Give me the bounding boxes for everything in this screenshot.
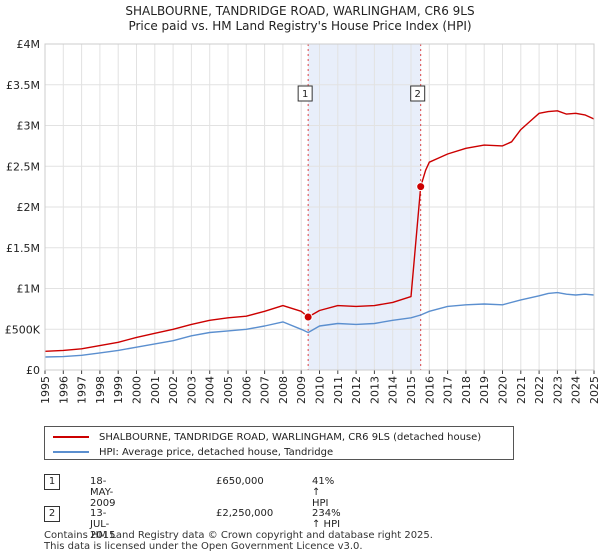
transaction-points xyxy=(303,182,426,322)
legend-item-property: SHALBOURNE, TANDRIDGE ROAD, WARLINGHAM, … xyxy=(53,430,481,444)
x-tick-label: 2002 xyxy=(167,376,180,404)
y-axis-ticks: £0 £500K £1M £1.5M £2M £2.5M £3M £3.5M £4M xyxy=(5,38,41,377)
x-tick-label: 1996 xyxy=(57,376,70,404)
y-tick-label: £3M xyxy=(17,120,41,133)
transaction-price: £650,000 xyxy=(216,476,264,487)
transaction-date: 18-MAY-2009 xyxy=(90,476,116,509)
x-tick-label: 2013 xyxy=(368,376,381,404)
x-tick-label: 2000 xyxy=(131,376,144,404)
x-tick-label: 2022 xyxy=(533,376,546,404)
x-tick-label: 2020 xyxy=(497,376,510,404)
x-tick-label: 2007 xyxy=(259,376,272,404)
x-tick-label: 1997 xyxy=(76,376,89,404)
x-tick-label: 2009 xyxy=(295,376,308,404)
y-tick-label: £500K xyxy=(5,323,41,336)
x-tick-label: 2006 xyxy=(240,376,253,404)
x-tick-label: 2014 xyxy=(387,376,400,404)
property-series-line xyxy=(44,110,595,352)
series-lines xyxy=(44,110,595,358)
transaction-point xyxy=(416,182,426,192)
x-tick-label: 2003 xyxy=(185,376,198,404)
transaction-label-box xyxy=(297,85,313,102)
transaction-hpi-change: 41% ↑ HPI xyxy=(312,476,335,509)
transaction-label-text: 2 xyxy=(415,89,421,100)
hpi-series-line xyxy=(44,291,595,358)
x-tick-label: 2015 xyxy=(405,376,418,404)
x-tick-label: 2025 xyxy=(588,376,600,404)
y-tick-label: £2M xyxy=(17,201,41,214)
footer-attribution: Contains HM Land Registry data © Crown c… xyxy=(44,530,433,552)
x-tick-label: 2010 xyxy=(314,376,327,404)
transaction-label-box xyxy=(410,85,426,102)
legend-swatch-hpi xyxy=(53,451,89,453)
y-tick-label: £1.5M xyxy=(6,242,40,255)
legend: SHALBOURNE, TANDRIDGE ROAD, WARLINGHAM, … xyxy=(44,426,514,460)
y-tick-label: £3.5M xyxy=(6,79,40,92)
x-tick-label: 2017 xyxy=(442,376,455,404)
price-chart: 1 2 £0 £500K £1M £1.5M £2M £2.5M £3M £3.5M £4M 19… xyxy=(5,38,600,404)
x-tick-label: 1995 xyxy=(39,376,52,404)
x-tick-label: 2001 xyxy=(149,376,162,404)
x-tick-label: 2011 xyxy=(332,376,345,404)
transaction-point xyxy=(303,312,313,322)
plot-frame xyxy=(44,43,595,371)
legend-label-property: SHALBOURNE, TANDRIDGE ROAD, WARLINGHAM, … xyxy=(99,431,482,443)
chart-title: SHALBOURNE, TANDRIDGE ROAD, WARLINGHAM, … xyxy=(125,4,475,18)
footer-line-2: This data is licensed under the Open Gov… xyxy=(44,541,363,552)
legend-swatch-property xyxy=(53,436,89,438)
y-tick-label: £1M xyxy=(17,283,41,296)
x-tick-label: 2018 xyxy=(460,376,473,404)
x-tick-label: 2023 xyxy=(551,376,564,404)
transaction-label-text: 1 xyxy=(302,89,308,100)
y-tick-label: £2.5M xyxy=(6,160,40,173)
x-tick-label: 2012 xyxy=(350,376,363,404)
x-axis-ticks: 1995 1996 1997 1998 1999 2000 2001 2002 2003 2004… xyxy=(39,370,600,404)
transaction-badge: 1 xyxy=(44,474,60,490)
legend-label-hpi: HPI: Average price, detached house, Tand… xyxy=(99,446,334,458)
transaction-hpi-change: 234% ↑ HPI xyxy=(312,508,341,530)
transaction-date: 13-JUL-2015 xyxy=(90,508,116,541)
transaction-badge: 2 xyxy=(44,506,60,522)
y-tick-label: £0 xyxy=(26,364,40,377)
x-tick-label: 2019 xyxy=(478,376,491,404)
x-tick-label: 1999 xyxy=(112,376,125,404)
x-tick-label: 2016 xyxy=(423,376,436,404)
legend-item-hpi: HPI: Average price, detached house, Tand… xyxy=(53,445,333,459)
x-tick-label: 2004 xyxy=(204,376,217,404)
x-tick-label: 2021 xyxy=(515,376,528,404)
x-tick-label: 2024 xyxy=(570,376,583,404)
transaction-price: £2,250,000 xyxy=(216,508,274,519)
x-tick-label: 2008 xyxy=(277,376,290,404)
y-tick-label: £4M xyxy=(17,38,41,51)
x-tick-label: 1998 xyxy=(94,376,107,404)
x-tick-label: 2005 xyxy=(222,376,235,404)
footer-line-1: Contains HM Land Registry data © Crown c… xyxy=(44,530,433,541)
chart-subtitle: Price paid vs. HM Land Registry's House … xyxy=(128,19,472,33)
